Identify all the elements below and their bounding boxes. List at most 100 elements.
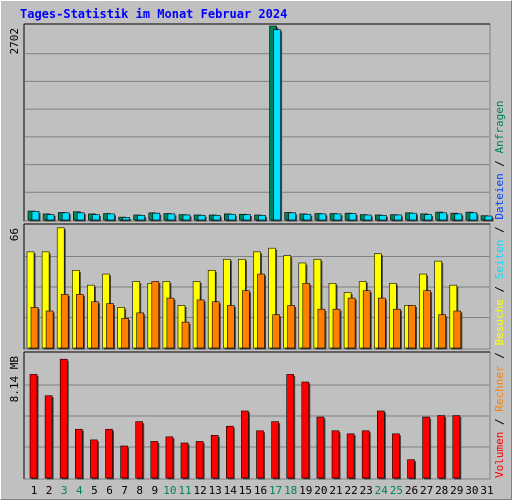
bar-hosts-day-21 <box>332 308 341 349</box>
bar-hosts-day-17 <box>272 314 280 349</box>
legend-sep-1: / <box>493 412 506 432</box>
x-label-day-26: 26 <box>405 484 418 497</box>
bar-hits-b-day-17 <box>273 29 281 221</box>
bar-hits-b-day-12 <box>197 215 206 221</box>
y-max-label-visits: 66 <box>8 228 21 241</box>
bar-volume-day-4 <box>75 428 83 479</box>
bar-volume-day-20 <box>316 416 325 479</box>
bar-hits-b-day-1 <box>31 211 40 221</box>
bar-hits-b-day-23 <box>363 214 372 221</box>
bar-visits-day-20 <box>313 258 322 349</box>
bar-hosts-day-7 <box>121 318 129 349</box>
bar-volume-day-6 <box>105 428 113 479</box>
chart-title: Tages-Statistik im Monat Februar 2024 <box>20 7 288 21</box>
bar-hits-b-day-15 <box>243 214 251 221</box>
bar-volume-day-25 <box>392 433 400 479</box>
x-label-day-30: 30 <box>465 484 478 497</box>
x-label-day-7: 7 <box>121 484 128 497</box>
bar-volume-day-13 <box>210 435 219 479</box>
bar-hosts-day-24 <box>377 297 386 349</box>
x-label-day-27: 27 <box>420 484 433 497</box>
x-label-day-8: 8 <box>136 484 143 497</box>
bar-hits-b-day-9 <box>152 212 161 221</box>
x-label-day-28: 28 <box>435 484 448 497</box>
bar-volume-day-9 <box>150 441 159 479</box>
bar-volume-day-5 <box>90 439 98 479</box>
x-label-day-31: 31 <box>480 484 493 497</box>
bar-hosts-day-29 <box>453 310 462 349</box>
bar-hosts-day-1 <box>30 307 39 349</box>
bar-volume-day-23 <box>361 430 370 479</box>
bar-hosts-day-12 <box>196 299 205 349</box>
bar-hosts-day-23 <box>362 290 371 349</box>
legend-dateien: Dateien <box>493 173 506 219</box>
legend-volumen: Volumen <box>493 432 506 478</box>
bar-hosts-day-9 <box>151 281 160 349</box>
bar-volume-day-18 <box>286 374 295 479</box>
x-label-day-15: 15 <box>239 484 252 497</box>
legend-sep-4: / <box>493 220 506 240</box>
bar-hits-b-day-30 <box>469 212 478 221</box>
x-label-day-2: 2 <box>46 484 53 497</box>
bar-hosts-day-22 <box>347 297 356 349</box>
x-label-day-18: 18 <box>284 484 297 497</box>
bar-hits-b-day-7 <box>122 217 130 221</box>
bar-volume-day-2 <box>44 395 53 479</box>
x-label-day-1: 1 <box>31 484 38 497</box>
bar-volume-day-22 <box>346 433 355 479</box>
x-label-day-4: 4 <box>76 484 83 497</box>
bar-hits-b-day-19 <box>303 213 312 221</box>
bar-volume-day-26 <box>407 459 415 479</box>
x-label-day-21: 21 <box>329 484 342 497</box>
x-label-day-16: 16 <box>254 484 267 497</box>
x-label-day-12: 12 <box>193 484 206 497</box>
y-max-label-hits: 2702 <box>8 28 21 55</box>
bar-visits-day-2 <box>41 251 50 349</box>
bar-visits-day-14 <box>223 258 231 349</box>
bar-volume-day-7 <box>120 445 128 479</box>
bar-hits-b-day-3 <box>61 212 70 221</box>
bar-hosts-day-26 <box>408 305 416 349</box>
bar-visits-day-17 <box>268 247 276 349</box>
legend-besuche: Besuche <box>493 299 506 345</box>
x-axis-labels: 1 2 3 4 5 6 7 8 9 10 11 12 13 14 15 16 17 18 19 20 21 22 23 24 2… <box>31 484 494 497</box>
legend-seiten: Seiten <box>493 240 506 280</box>
x-label-day-24: 24 <box>375 484 389 497</box>
bar-hits-b-day-8 <box>137 215 145 221</box>
bar-volume-day-21 <box>331 430 340 479</box>
bar-hits-b-day-5 <box>92 214 100 221</box>
x-label-day-10: 10 <box>163 484 176 497</box>
bar-hosts-day-19 <box>302 283 311 349</box>
panel-hits <box>23 23 491 222</box>
bar-hosts-day-14 <box>227 305 235 349</box>
bar-hits-b-day-22 <box>348 213 357 221</box>
bar-hosts-day-3 <box>60 294 69 349</box>
bar-hosts-day-18 <box>287 305 296 349</box>
bar-hits-b-day-13 <box>212 215 221 221</box>
bar-volume-day-3 <box>59 358 68 479</box>
bar-volume-day-15 <box>241 410 249 479</box>
x-label-day-17: 17 <box>269 484 282 497</box>
x-label-day-11: 11 <box>178 484 191 497</box>
x-label-day-6: 6 <box>106 484 113 497</box>
x-label-day-5: 5 <box>91 484 98 497</box>
bar-hosts-day-8 <box>136 312 144 349</box>
bar-hits-b-day-20 <box>318 213 327 221</box>
x-label-day-22: 22 <box>344 484 357 497</box>
bar-visits-day-3 <box>56 227 65 349</box>
legend-rechner: Rechner <box>493 365 506 412</box>
bar-volume-day-19 <box>301 381 310 479</box>
legend-sep-2: / <box>493 346 506 366</box>
bar-hosts-day-10 <box>166 297 175 349</box>
x-label-day-23: 23 <box>360 484 373 497</box>
bar-volume-day-14 <box>226 425 234 479</box>
x-label-day-25: 25 <box>390 484 403 497</box>
bar-hits-b-day-10 <box>167 213 176 221</box>
x-label-day-20: 20 <box>314 484 327 497</box>
y-max-label-volume: 8.14 MB <box>8 356 21 403</box>
bar-hosts-day-15 <box>242 290 250 349</box>
bar-volume-day-8 <box>135 421 143 479</box>
bar-volume-day-24 <box>376 410 385 479</box>
bar-volume-day-10 <box>165 436 174 479</box>
